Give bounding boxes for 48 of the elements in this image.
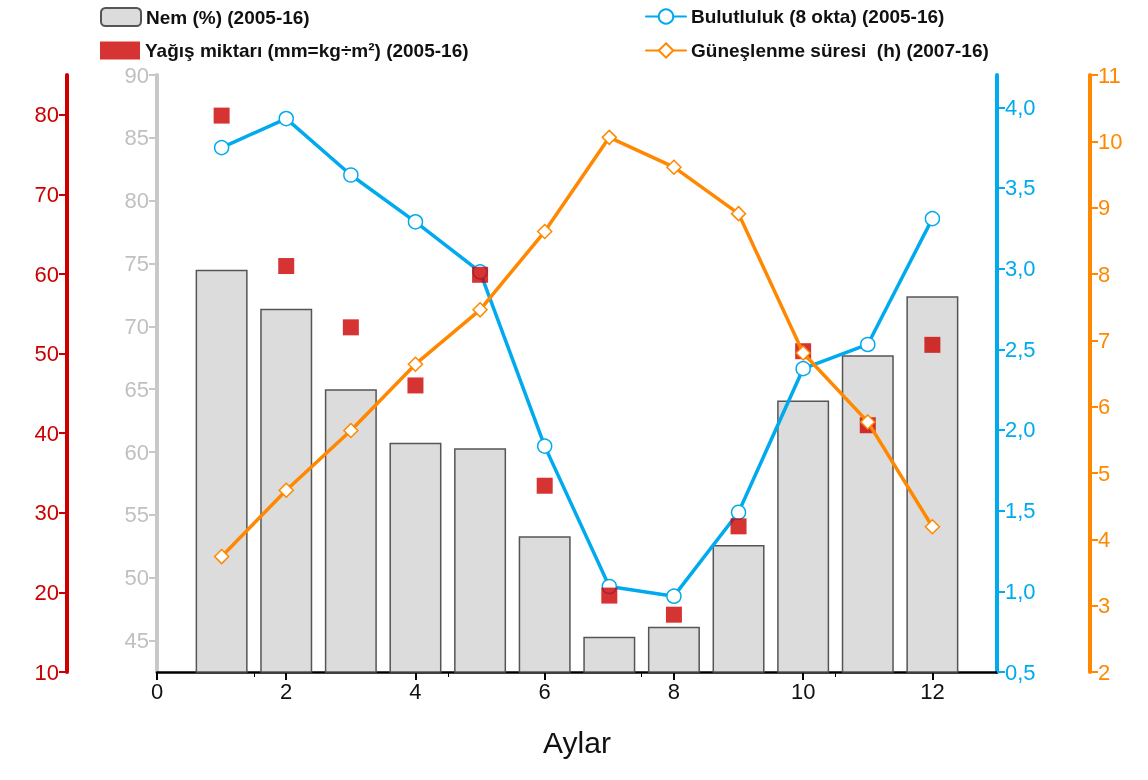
x-tick-label: 8 — [667, 678, 681, 704]
y-tick-label: 60 — [124, 439, 149, 465]
y-tick-label: 80 — [124, 188, 149, 214]
y2-tick-label: 20 — [34, 579, 59, 605]
y-tick-label: 7 — [1098, 327, 1111, 353]
y2-tick-label: 30 — [34, 500, 59, 526]
y3-tick-label: 2,5 — [1005, 336, 1036, 362]
y-tick-label: 50 — [124, 565, 149, 591]
y2-tick-label: 50 — [34, 341, 59, 367]
y-tick-label: 5 — [1098, 460, 1111, 486]
y-tick-label: 3 — [1098, 593, 1111, 619]
y3-tick-label: 3,5 — [1005, 175, 1036, 201]
x-tick-label: 2 — [280, 678, 293, 704]
y3-tick-label: 1,5 — [1005, 498, 1036, 524]
y-tick-label: 70 — [124, 313, 149, 339]
x-tick-label: 0 — [150, 678, 164, 704]
y-tick-label: 11 — [1098, 62, 1121, 88]
y-tick-label: 10 — [1098, 128, 1123, 154]
y2-tick-label: 10 — [34, 659, 59, 685]
y3-tick-label: 4,0 — [1005, 94, 1036, 120]
y-tick-label: 8 — [1098, 261, 1111, 287]
y-tick-label: 65 — [124, 376, 149, 402]
y-tick-label: 45 — [124, 628, 149, 654]
y2-tick-label: 80 — [34, 102, 59, 128]
y3-tick-label: 0,5 — [1005, 659, 1036, 685]
x-tick-label: 10 — [790, 678, 816, 704]
y-tick-label: 75 — [124, 251, 149, 277]
y2-tick-label: 70 — [34, 181, 59, 207]
legend-label: Güneşlenme süresi (h) (2007-16) — [691, 40, 989, 61]
x-tick-label: 6 — [538, 678, 551, 704]
y-tick-label: 6 — [1098, 394, 1111, 420]
y2-tick-label: 40 — [34, 420, 59, 446]
y-tick-label: 55 — [124, 502, 149, 528]
y-tick-label: 9 — [1098, 195, 1111, 221]
y-tick-label: 4 — [1098, 526, 1111, 552]
x-tick-label: 4 — [409, 678, 422, 704]
legend-label: Bulutluluk (8 okta) (2005-16) — [691, 6, 945, 27]
y3-tick-label: 1,0 — [1005, 578, 1036, 604]
y3-tick-label: 3,0 — [1005, 256, 1036, 282]
x-axis-title: Aylar — [543, 725, 611, 759]
legend-label: Yağış miktarı (mm=kg÷m²) (2005-16) — [145, 40, 469, 61]
y-tick-label: 85 — [124, 125, 149, 151]
x-tick-label: 12 — [920, 678, 945, 704]
y-tick-label: 2 — [1098, 659, 1111, 685]
y2-tick-label: 60 — [34, 261, 59, 287]
y-tick-label: 90 — [124, 62, 149, 88]
legend-label: Nem (%) (2005-16) — [146, 6, 310, 28]
y3-tick-label: 2,0 — [1005, 417, 1036, 443]
